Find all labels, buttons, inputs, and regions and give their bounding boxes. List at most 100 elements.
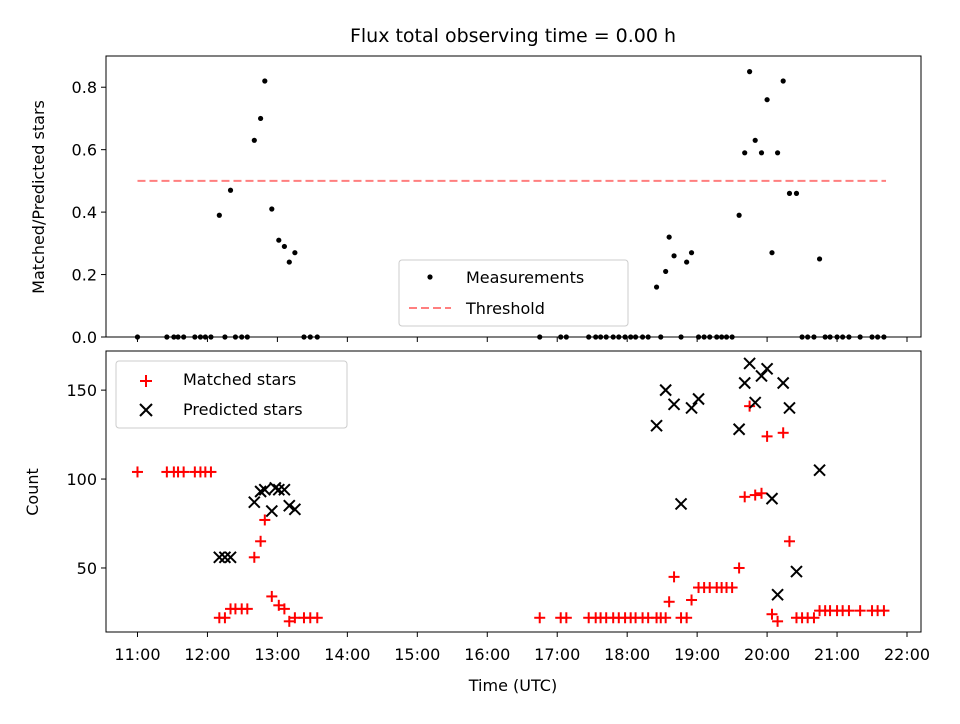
legend-predicted-marker bbox=[139, 403, 153, 417]
matched-star-point bbox=[739, 491, 751, 503]
measurement-point bbox=[793, 190, 800, 196]
matched-star-point bbox=[761, 430, 773, 442]
matched-star-point bbox=[733, 562, 745, 574]
bottom-legend-box bbox=[115, 360, 348, 429]
x-tick-label: 14:00 bbox=[324, 645, 370, 664]
matched-star-point bbox=[663, 596, 675, 608]
measurement-point bbox=[258, 115, 264, 122]
predicted-star-point bbox=[278, 483, 291, 496]
matched-star-point bbox=[777, 427, 789, 439]
matched-star-point bbox=[668, 571, 680, 583]
top-x-ticks bbox=[136, 337, 908, 342]
x-tick-label: 16:00 bbox=[464, 645, 510, 664]
predicted-star-point bbox=[732, 423, 746, 436]
matched-star-point bbox=[878, 605, 890, 617]
measurement-point bbox=[742, 150, 748, 156]
measurement-point bbox=[736, 212, 742, 218]
predicted-star-point bbox=[685, 401, 698, 415]
x-axis-label: Time (UTC) bbox=[468, 676, 557, 695]
matched-star-point bbox=[681, 612, 693, 624]
measurement-point bbox=[262, 78, 268, 84]
predicted-star-point bbox=[743, 357, 756, 370]
ratio-panel: Flux total observing time = 0.00 h Match… bbox=[29, 25, 922, 347]
matched-star-point bbox=[273, 599, 285, 611]
measurement-point bbox=[764, 97, 770, 103]
predicted-star-point bbox=[224, 551, 237, 564]
predicted-star-point bbox=[760, 362, 774, 375]
matched-star-point bbox=[259, 514, 271, 526]
top-y-tick-label: 0.0 bbox=[72, 328, 97, 347]
matched-star-point bbox=[755, 487, 767, 499]
matched-star-point bbox=[772, 615, 784, 627]
measurement-point bbox=[281, 243, 287, 250]
predicted-star-point bbox=[674, 497, 688, 511]
measurement-point bbox=[780, 78, 786, 84]
x-tick-label: 19:00 bbox=[674, 645, 720, 664]
predicted-star-point bbox=[218, 551, 232, 564]
predicted-star-point bbox=[265, 504, 279, 518]
predicted-star-point bbox=[288, 503, 302, 516]
matched-star-point bbox=[843, 605, 855, 617]
legend-measurements-label: Measurements bbox=[466, 268, 584, 287]
count-panel: Count Time (UTC) 50 100 150 11:00 12:00 13:0… bbox=[23, 350, 930, 695]
top-y-tick-label: 0.2 bbox=[72, 266, 97, 285]
measurement-point bbox=[666, 234, 672, 240]
matched-star-point bbox=[241, 603, 253, 615]
matched-star-point bbox=[783, 535, 795, 547]
bottom-y-tick-label: 150 bbox=[66, 381, 97, 400]
matched-star-point bbox=[205, 466, 217, 478]
bottom-legend: Matched stars Predicted stars bbox=[115, 360, 348, 429]
matched-star-point bbox=[560, 612, 572, 624]
matched-star-point bbox=[744, 400, 756, 412]
top-y-tick-label: 0.6 bbox=[72, 141, 97, 160]
x-tick-label: 13:00 bbox=[254, 645, 300, 664]
measurement-point bbox=[227, 187, 234, 193]
measurement-point bbox=[684, 259, 690, 265]
matched-star-point bbox=[749, 489, 761, 501]
matched-star-point bbox=[534, 612, 546, 624]
predicted-star-point bbox=[272, 483, 286, 496]
x-tick-label: 21:00 bbox=[814, 645, 860, 664]
predicted-star-point bbox=[659, 383, 672, 397]
measurement-point bbox=[269, 206, 275, 212]
predicted-star-point bbox=[776, 376, 790, 390]
bottom-y-ticks: 50 100 150 bbox=[66, 381, 106, 578]
matched-star-point bbox=[278, 603, 290, 615]
predicted-star-point bbox=[248, 495, 261, 509]
measurement-point bbox=[286, 259, 292, 265]
matched-star-point bbox=[178, 466, 190, 478]
legend-predicted-label: Predicted stars bbox=[183, 400, 303, 419]
measurement-point bbox=[769, 250, 775, 256]
measurement-point bbox=[688, 250, 695, 256]
predicted-star-point bbox=[692, 392, 705, 406]
top-y-tick-label: 0.4 bbox=[72, 203, 97, 222]
legend-threshold-label: Threshold bbox=[465, 299, 545, 318]
measurement-point bbox=[276, 237, 282, 243]
matched-star-point bbox=[266, 590, 278, 602]
top-y-ticks: 0.0 0.2 0.4 0.6 0.8 bbox=[72, 78, 106, 347]
matched-star-point bbox=[311, 612, 323, 624]
measurement-point bbox=[774, 150, 781, 156]
matched-star-point bbox=[726, 582, 738, 594]
x-tick-label: 12:00 bbox=[184, 645, 230, 664]
bottom-x-ticks: 11:00 12:00 13:00 14:00 15:00 16:00 17:00 18:00… bbox=[114, 632, 930, 664]
legend-measurements-marker bbox=[427, 274, 433, 280]
x-tick-label: 22:00 bbox=[884, 645, 930, 664]
predicted-star-point bbox=[765, 492, 779, 505]
measurement-point bbox=[747, 69, 753, 75]
x-tick-label: 18:00 bbox=[604, 645, 650, 664]
matched-star-point bbox=[766, 608, 778, 620]
matched-star-point bbox=[219, 612, 231, 624]
bottom-y-tick-label: 100 bbox=[66, 470, 97, 489]
matched-star-point bbox=[131, 466, 143, 478]
predicted-star-point bbox=[771, 588, 784, 601]
top-axes-frame bbox=[105, 55, 922, 338]
legend-matched-marker bbox=[140, 375, 152, 387]
predicted-star-point bbox=[258, 483, 272, 496]
measurement-point bbox=[816, 256, 823, 262]
measurement-point bbox=[752, 137, 758, 143]
matched-star-point bbox=[283, 615, 295, 627]
x-tick-label: 17:00 bbox=[534, 645, 580, 664]
x-tick-label: 11:00 bbox=[114, 645, 160, 664]
